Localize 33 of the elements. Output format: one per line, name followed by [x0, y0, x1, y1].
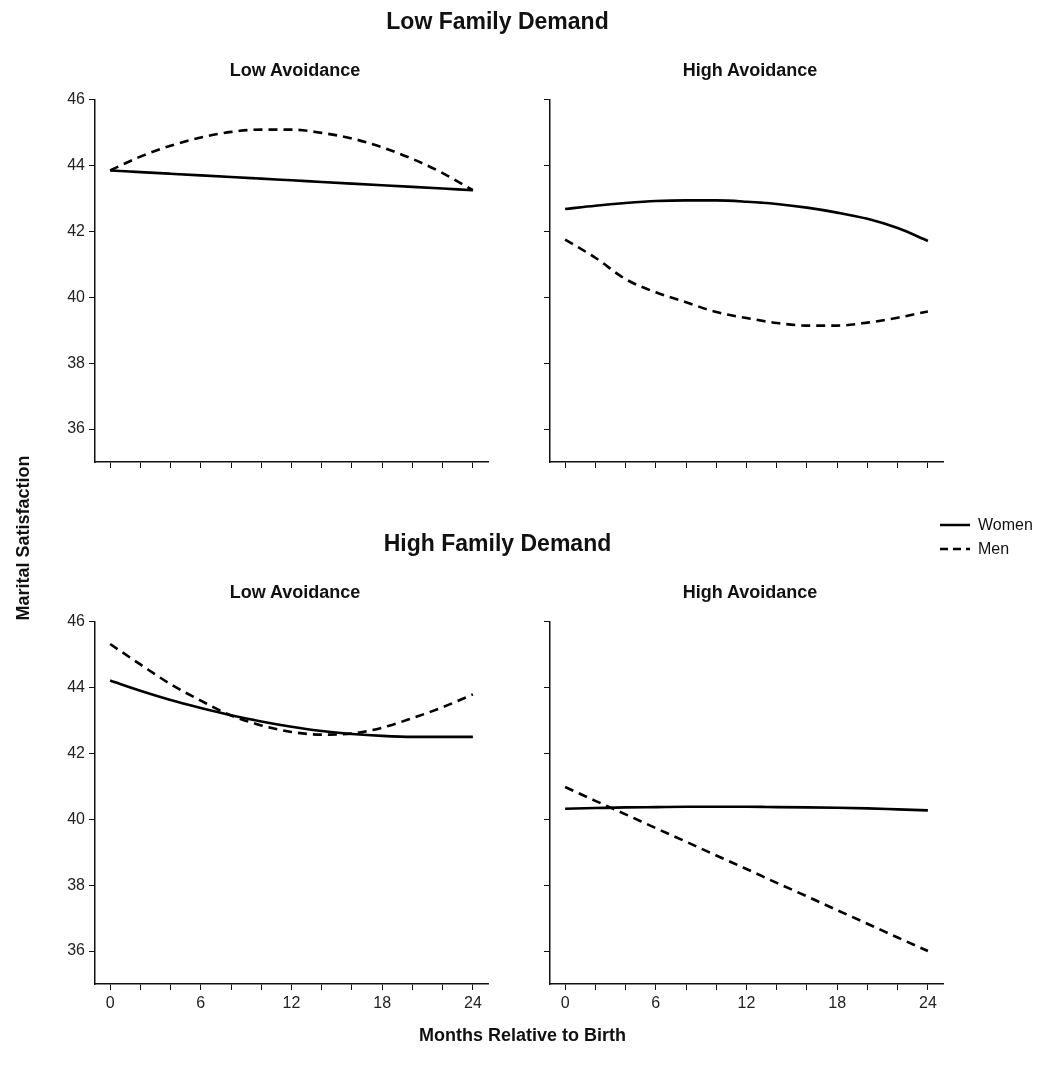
- x-tick-label: 0: [105, 994, 115, 1012]
- y-tick-label: 42: [67, 743, 86, 761]
- chart-subtitle: Low Avoidance: [228, 582, 362, 603]
- y-tick-label: 36: [67, 419, 86, 437]
- y-tick-label: 40: [67, 287, 86, 305]
- x-tick-label: 18: [373, 994, 392, 1012]
- y-tick-label: 46: [67, 612, 86, 630]
- x-tick-label: 18: [828, 994, 847, 1012]
- chart-subtitle: High Avoidance: [681, 60, 819, 81]
- x-axis-title: Months Relative to Birth: [418, 1025, 627, 1046]
- y-tick-label: 38: [67, 353, 86, 371]
- x-tick-label: 24: [463, 994, 482, 1012]
- chart-subtitle: High Avoidance: [681, 582, 819, 603]
- chart-title: Low Family Demand: [385, 8, 610, 35]
- y-axis-title: Marital Satisfaction: [12, 455, 34, 621]
- x-tick-label: 12: [737, 994, 756, 1012]
- x-tick-label: 24: [918, 994, 937, 1012]
- y-tick-label: 42: [67, 221, 86, 239]
- chart-subtitle: Low Avoidance: [228, 60, 362, 81]
- y-tick-label: 44: [67, 677, 86, 695]
- y-tick-label: 40: [67, 809, 86, 827]
- x-tick-label: 6: [196, 994, 206, 1012]
- chart-title: High Family Demand: [382, 530, 613, 557]
- legend-label: Women: [978, 516, 1033, 534]
- y-tick-label: 38: [67, 875, 86, 893]
- y-tick-label: 46: [67, 90, 86, 108]
- line-series: [108, 642, 475, 736]
- legend-label: Men: [978, 540, 1010, 558]
- y-tick-label: 36: [67, 941, 86, 959]
- x-tick-label: 0: [560, 994, 570, 1012]
- x-tick-label: 12: [282, 994, 301, 1012]
- x-tick-label: 6: [651, 994, 661, 1012]
- y-tick-label: 44: [67, 155, 86, 173]
